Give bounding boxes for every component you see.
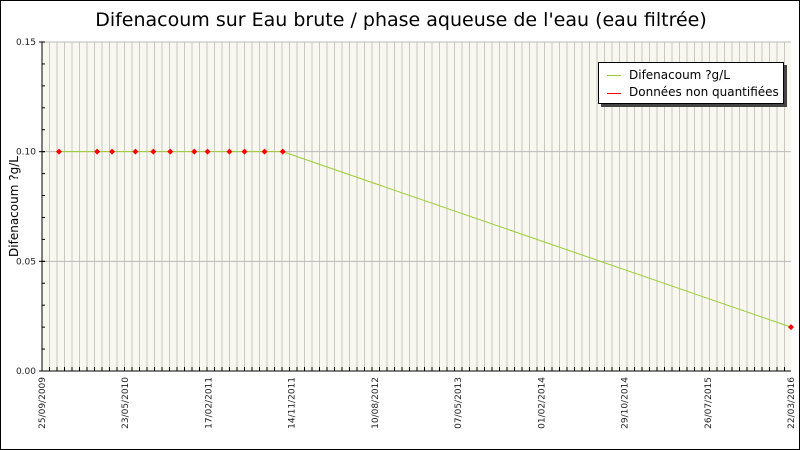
x-tick-label: 22/03/2016	[787, 377, 797, 429]
data-point	[241, 148, 248, 155]
data-point	[94, 148, 101, 155]
y-tick-label: 0.15	[16, 38, 36, 48]
x-tick-label: 14/11/2011	[288, 377, 298, 429]
data-point	[132, 148, 139, 155]
y-tick-label: 0.10	[16, 148, 36, 158]
data-point	[109, 148, 116, 155]
x-tick-label: 10/08/2012	[371, 377, 381, 429]
data-point	[279, 148, 286, 155]
x-tick-label: 01/02/2014	[537, 377, 547, 429]
legend: Difenacoum ?g/L Données non quantifiées	[598, 62, 784, 104]
legend-entry-series: Difenacoum ?g/L	[629, 68, 730, 82]
chart-title: Difenacoum sur Eau brute / phase aqueuse…	[95, 9, 707, 31]
y-tick-label: 0.00	[16, 367, 36, 377]
x-tick-label: 07/05/2013	[454, 377, 464, 429]
x-tick-label: 26/07/2015	[704, 377, 714, 429]
data-point	[55, 148, 62, 155]
y-tick-label: 0.05	[16, 257, 36, 267]
data-point	[191, 148, 198, 155]
data-point	[261, 148, 268, 155]
data-point	[167, 148, 174, 155]
data-point	[150, 148, 157, 155]
x-tick-label: 25/09/2009	[38, 377, 48, 429]
data-point	[788, 324, 794, 331]
legend-entry-non-quantified: Données non quantifiées	[629, 85, 779, 99]
x-tick-label: 23/05/2010	[121, 377, 131, 429]
data-point	[204, 148, 211, 155]
y-axis-label: Difenacoum ?g/L	[7, 156, 21, 257]
data-point	[226, 148, 233, 155]
legend-nq-marker	[607, 93, 621, 94]
x-tick-label: 17/02/2011	[204, 377, 214, 429]
legend-line-marker	[607, 75, 621, 76]
x-tick-label: 29/10/2014	[621, 377, 631, 429]
